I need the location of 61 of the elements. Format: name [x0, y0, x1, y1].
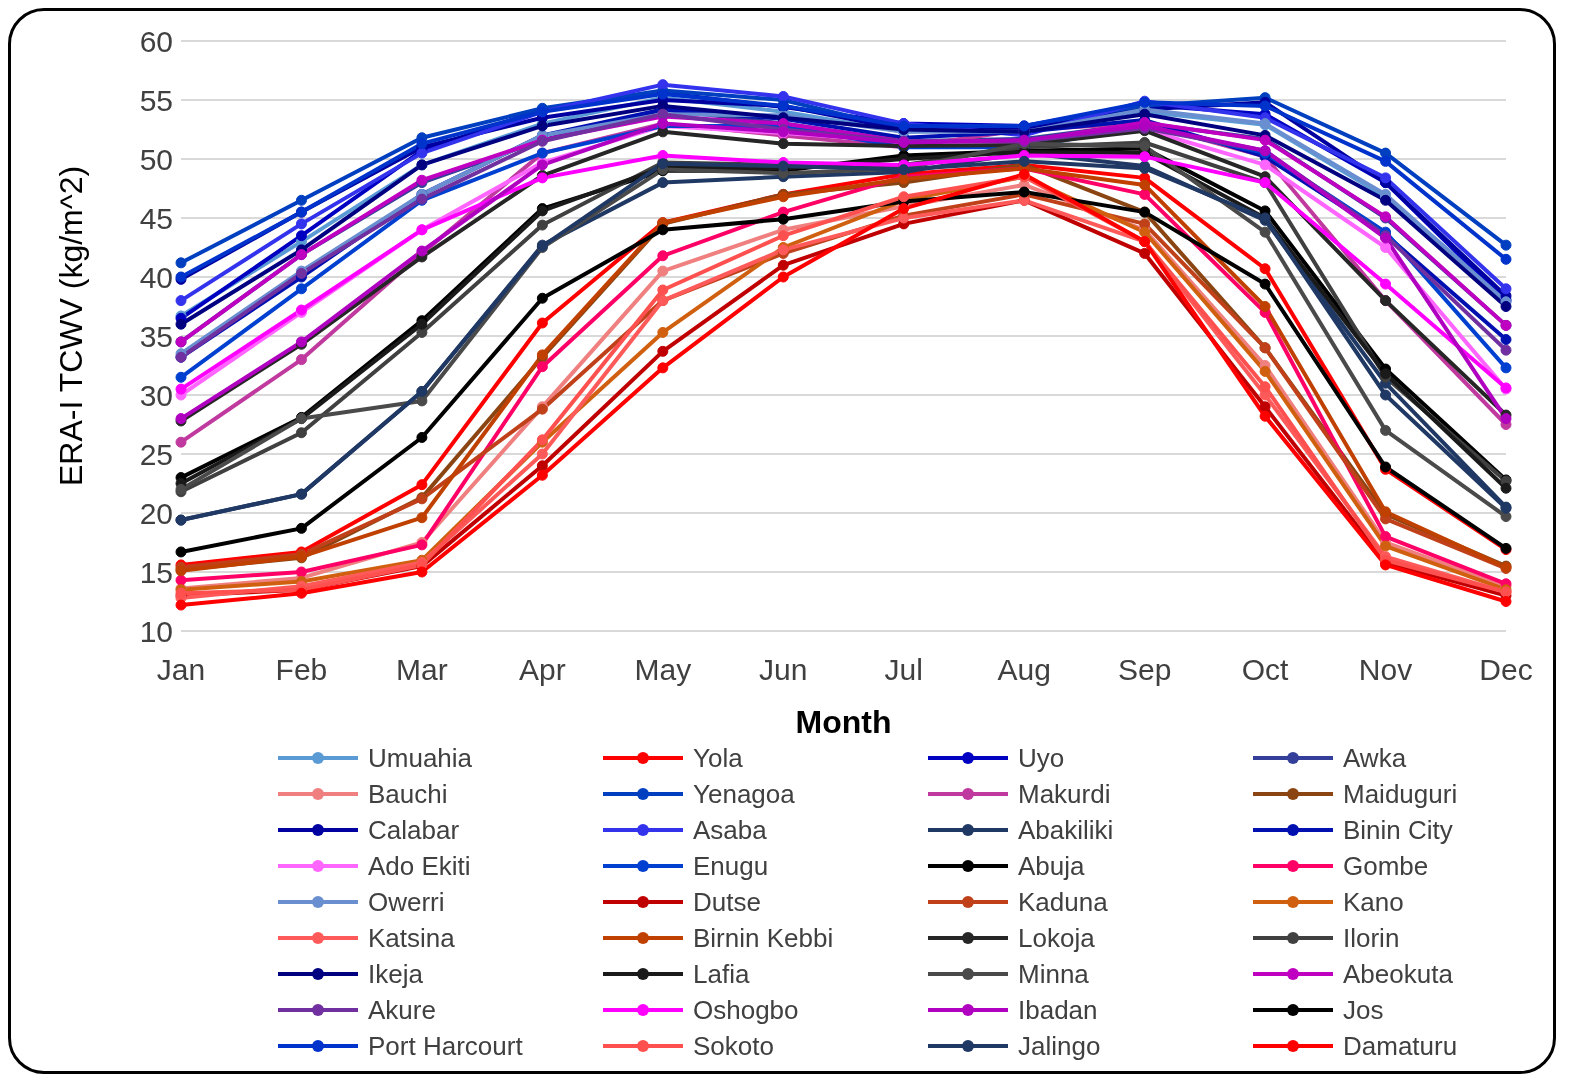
legend-label: Oshogbo [693, 994, 799, 1026]
legend-label: Calabar [368, 814, 460, 846]
legend-label: Asaba [693, 814, 767, 846]
legend-label: Bauchi [368, 778, 448, 810]
x-axis-title: Month [795, 704, 892, 740]
y-tick-label: 60 [139, 24, 173, 58]
legend-label: Owerri [368, 886, 445, 918]
legend-label: Awka [1343, 742, 1407, 774]
legend-label: Yenagoa [693, 778, 795, 810]
legend-label: Lokoja [1018, 922, 1095, 954]
legend-label: Ikeja [368, 958, 423, 990]
legend-label: Kano [1343, 886, 1404, 918]
x-tick-label: Nov [1358, 653, 1413, 687]
legend-label: Port Harcourt [368, 1030, 523, 1062]
x-tick-label: Jun [759, 653, 808, 687]
legend-label: Makurdi [1018, 778, 1111, 810]
y-tick-label: 25 [139, 437, 173, 471]
x-tick-label: Feb [275, 653, 328, 687]
legend-label: Jos [1343, 994, 1384, 1026]
y-tick-label: 40 [139, 260, 173, 294]
legend-label: Kaduna [1018, 886, 1108, 918]
x-tick-label: Oct [1241, 653, 1290, 687]
legend-label: Jalingo [1018, 1030, 1101, 1062]
y-tick-label: 50 [139, 142, 173, 176]
legend-label: Minna [1018, 958, 1089, 990]
y-axis-title: ERA-I TCWV (kg/m^2) [53, 165, 90, 486]
y-tick-label: 15 [139, 555, 173, 589]
legend-label: Ibadan [1018, 994, 1098, 1026]
x-tick-label: Apr [519, 653, 566, 687]
x-tick-label: Mar [396, 653, 448, 687]
y-tick-label: 10 [139, 614, 173, 648]
legend-label: Umuahia [368, 742, 473, 774]
legend-label: Abuja [1018, 850, 1085, 882]
legend-label: Yola [693, 742, 743, 774]
legend-label: Ilorin [1343, 922, 1400, 954]
legend-label: Katsina [368, 922, 455, 954]
x-tick-label: Sep [1117, 653, 1172, 687]
y-tick-label: 35 [139, 319, 173, 353]
legend-label: Uyo [1018, 742, 1065, 774]
x-tick-label: Jul [884, 653, 923, 687]
legend-label: Sokoto [693, 1030, 774, 1062]
legend-label: Binin City [1343, 814, 1453, 846]
legend-label: Damaturu [1343, 1030, 1458, 1062]
x-tick-label: Aug [997, 653, 1051, 687]
y-tick-label: 55 [139, 83, 173, 117]
y-tick-label: 30 [139, 378, 173, 412]
legend-label: Birnin Kebbi [693, 922, 834, 954]
y-tick-label: 20 [139, 496, 173, 530]
x-tick-label: Dec [1479, 653, 1533, 687]
legend-label: Abeokuta [1343, 958, 1453, 990]
legend-label: Abakiliki [1018, 814, 1114, 846]
y-tick-label: 45 [139, 201, 173, 235]
legend-label: Akure [368, 994, 436, 1026]
x-tick-label: May [634, 653, 692, 687]
legend-label: Maiduguri [1343, 778, 1458, 810]
legend-label: Ado Ekiti [368, 850, 471, 882]
x-tick-label: Jan [156, 653, 206, 687]
legend-label: Gombe [1343, 850, 1429, 882]
legend-label: Dutse [693, 886, 761, 918]
legend-label: Enugu [693, 850, 769, 882]
legend-label: Lafia [693, 958, 750, 990]
